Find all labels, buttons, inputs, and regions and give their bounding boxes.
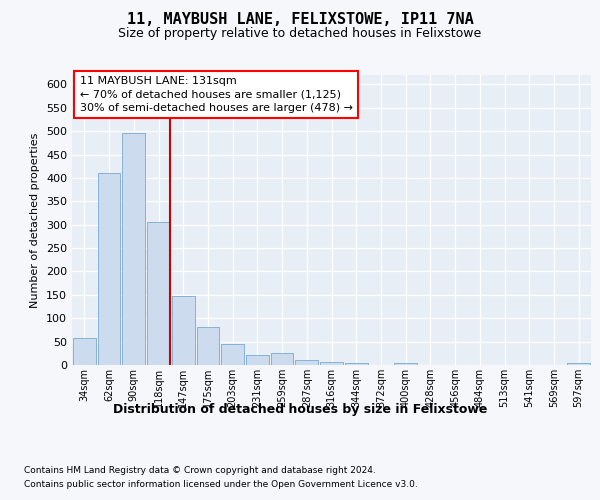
Bar <box>197 326 219 365</box>
Bar <box>172 296 194 365</box>
Bar <box>567 362 590 365</box>
Bar <box>320 362 343 365</box>
Bar <box>246 354 269 365</box>
Bar <box>147 222 170 365</box>
Bar <box>122 134 145 365</box>
Bar <box>345 362 368 365</box>
Bar <box>221 344 244 365</box>
Bar <box>295 360 318 365</box>
Bar <box>271 354 293 365</box>
Text: Size of property relative to detached houses in Felixstowe: Size of property relative to detached ho… <box>118 28 482 40</box>
Text: 11 MAYBUSH LANE: 131sqm
← 70% of detached houses are smaller (1,125)
30% of semi: 11 MAYBUSH LANE: 131sqm ← 70% of detache… <box>80 76 353 113</box>
Bar <box>394 362 417 365</box>
Text: Contains public sector information licensed under the Open Government Licence v3: Contains public sector information licen… <box>24 480 418 489</box>
Text: 11, MAYBUSH LANE, FELIXSTOWE, IP11 7NA: 11, MAYBUSH LANE, FELIXSTOWE, IP11 7NA <box>127 12 473 28</box>
Text: Distribution of detached houses by size in Felixstowe: Distribution of detached houses by size … <box>113 402 487 415</box>
Bar <box>98 173 121 365</box>
Bar <box>73 338 96 365</box>
Text: Contains HM Land Registry data © Crown copyright and database right 2024.: Contains HM Land Registry data © Crown c… <box>24 466 376 475</box>
Y-axis label: Number of detached properties: Number of detached properties <box>31 132 40 308</box>
